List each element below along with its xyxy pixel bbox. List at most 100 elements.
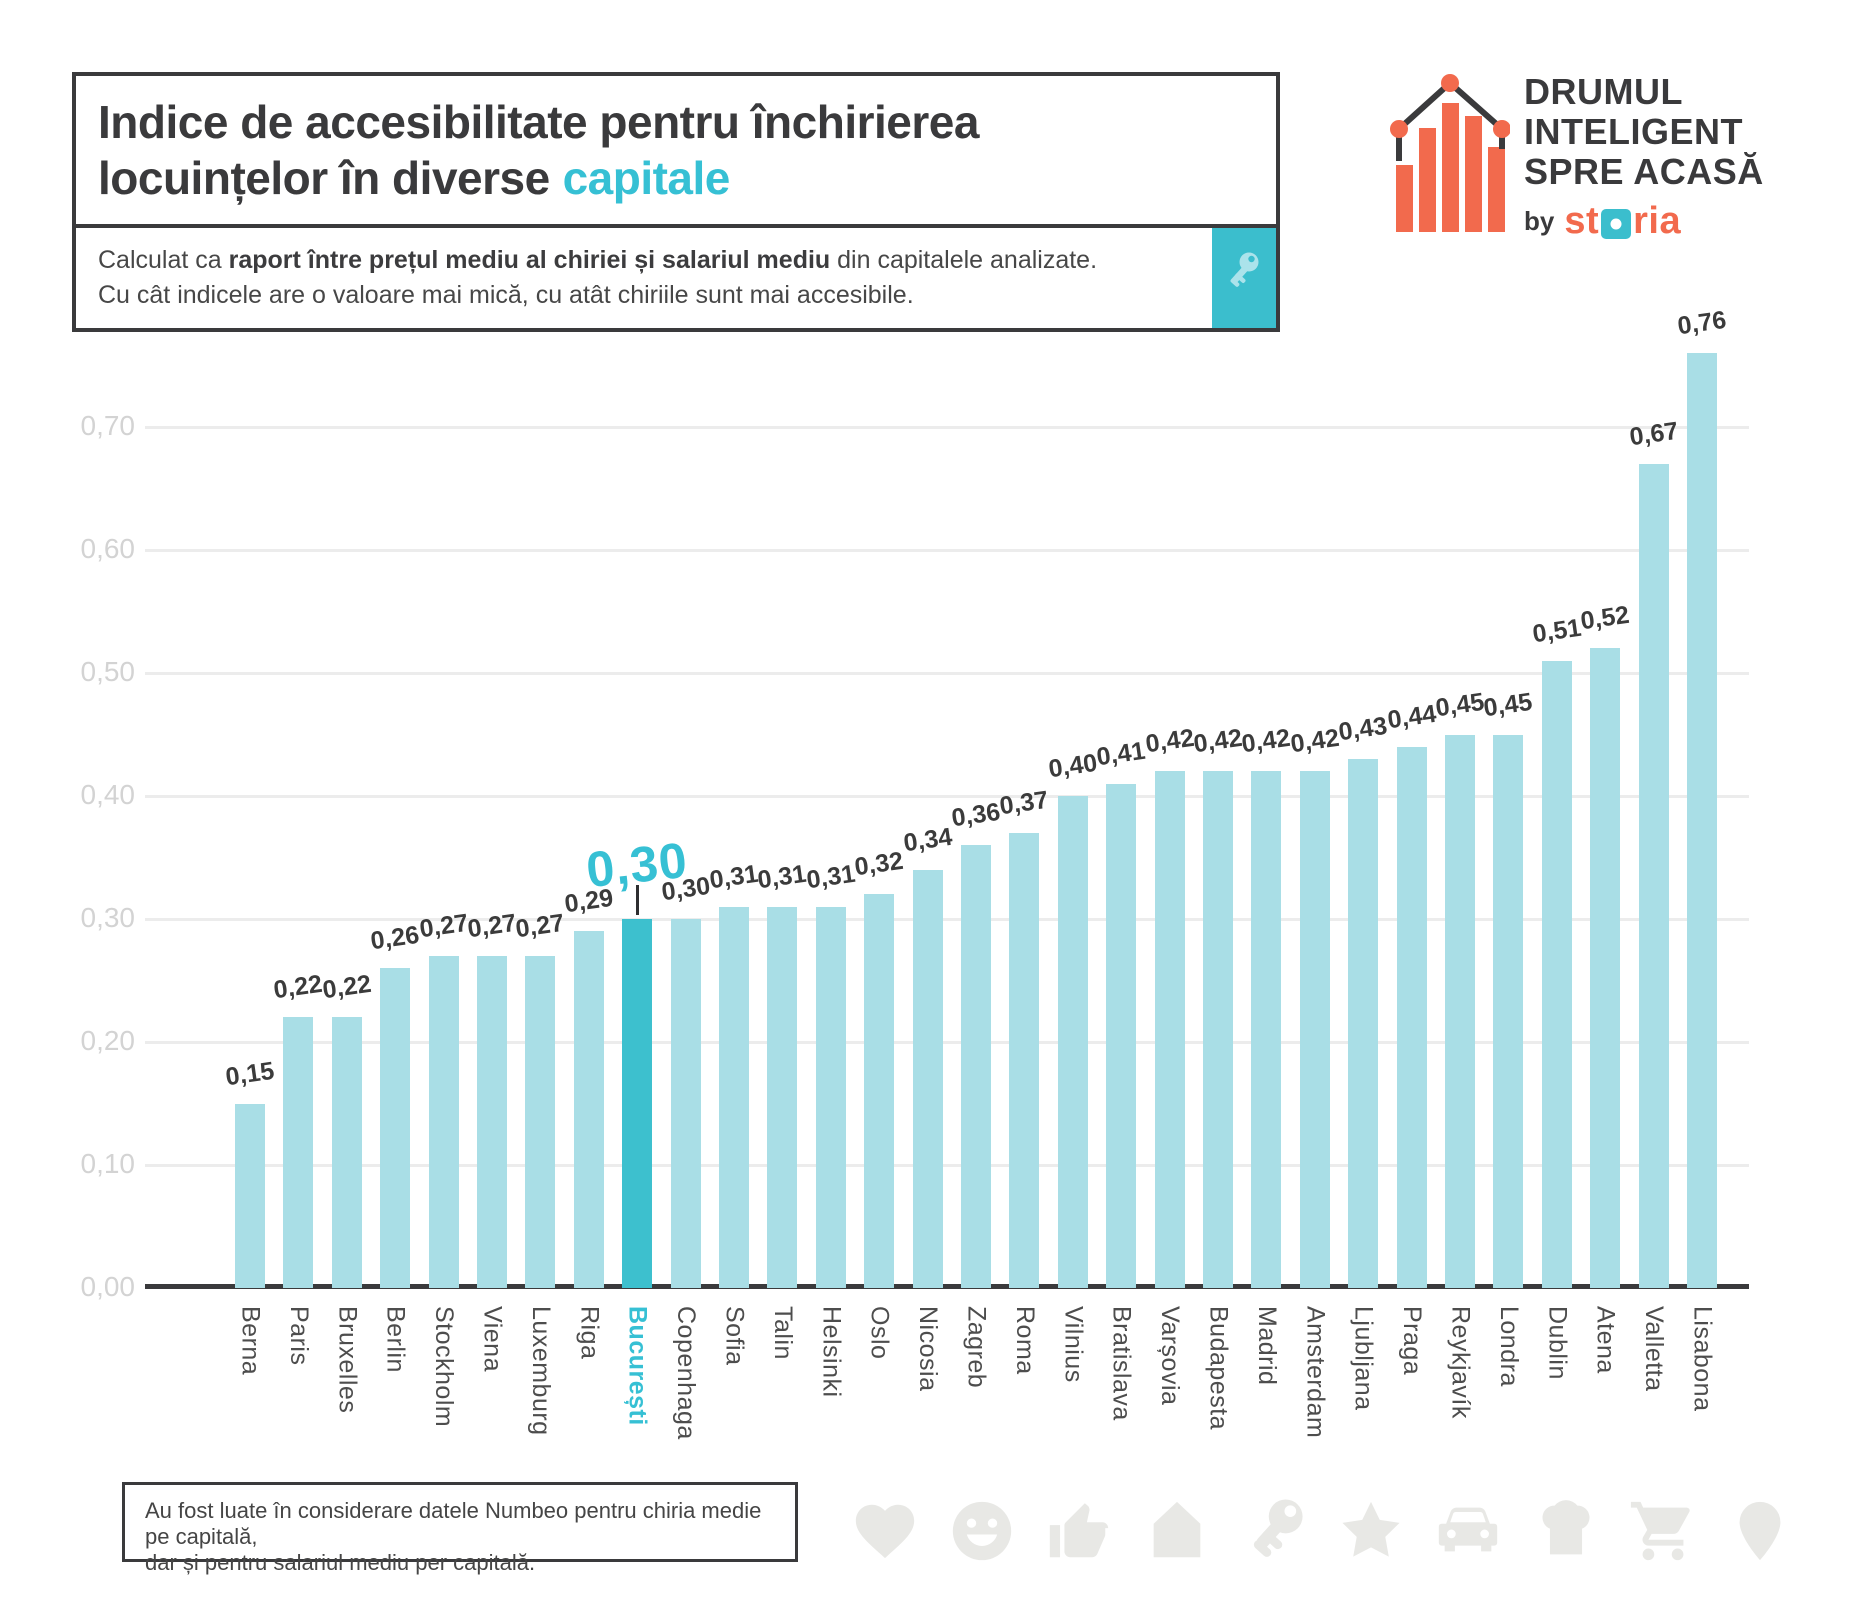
grid-line bbox=[145, 671, 1749, 675]
bar bbox=[1299, 771, 1330, 1288]
city-label: București bbox=[623, 1306, 652, 1426]
bar bbox=[1154, 771, 1185, 1288]
bar bbox=[1057, 796, 1088, 1288]
bar bbox=[864, 894, 895, 1288]
page-title-accent: capitale bbox=[562, 152, 731, 204]
y-axis-tick-label: 0,10 bbox=[80, 1148, 136, 1179]
footer-note: Au fost luate în considerare datele Numb… bbox=[122, 1482, 798, 1575]
house-icon bbox=[1153, 1501, 1200, 1558]
bar-value-label: 0,67 bbox=[1627, 416, 1680, 452]
city-label: Londra bbox=[1494, 1306, 1523, 1387]
heart-icon bbox=[855, 1504, 915, 1559]
city-label: Varșovia bbox=[1156, 1306, 1185, 1406]
storia-o-icon bbox=[1601, 208, 1632, 239]
city-label: Berlin bbox=[381, 1306, 410, 1373]
bar bbox=[1106, 783, 1137, 1288]
page-title-line2-text: locuințelor în diverse bbox=[98, 152, 550, 204]
bar-value-label: 0,52 bbox=[1579, 601, 1632, 636]
storia-wordmark: st ria bbox=[1564, 200, 1681, 243]
grid-line bbox=[145, 1040, 1749, 1044]
smiley-icon bbox=[953, 1501, 1012, 1561]
city-label: Madrid bbox=[1252, 1306, 1281, 1386]
page-title-line1: Indice de accesibilitate pentru închirie… bbox=[98, 96, 979, 148]
bar bbox=[767, 906, 798, 1288]
logo-house-chart-icon bbox=[1388, 73, 1511, 238]
city-label: Zagreb bbox=[962, 1306, 991, 1389]
city-label: Dublin bbox=[1543, 1306, 1572, 1380]
storia-prefix: st bbox=[1564, 200, 1600, 242]
grid-line bbox=[145, 548, 1749, 552]
bar bbox=[1445, 734, 1475, 1288]
highlight-connector-line bbox=[635, 885, 639, 915]
city-label: Berna bbox=[236, 1306, 265, 1376]
footer-note-line2: dar și pentru salariul mediu per capital… bbox=[145, 1550, 536, 1575]
city-label: Stockholm bbox=[430, 1306, 459, 1428]
chef-hat-icon bbox=[1542, 1500, 1590, 1555]
y-axis-tick-label: 0,00 bbox=[80, 1271, 136, 1302]
city-label: Ljubljana bbox=[1349, 1306, 1378, 1411]
star-icon bbox=[1342, 1501, 1400, 1557]
bar bbox=[1396, 746, 1427, 1288]
city-label: Oslo bbox=[865, 1306, 894, 1360]
grid-line bbox=[145, 1163, 1749, 1167]
city-label: Praga bbox=[1398, 1306, 1427, 1376]
bar bbox=[670, 919, 701, 1288]
city-label: Helsinki bbox=[817, 1306, 846, 1398]
bar bbox=[1348, 759, 1379, 1288]
logo-line1: DRUMUL bbox=[1524, 71, 1683, 112]
decorative-icons-row bbox=[850, 1488, 1795, 1574]
bar bbox=[1203, 771, 1233, 1288]
city-label: Viena bbox=[478, 1306, 507, 1372]
city-label: Budapesta bbox=[1204, 1306, 1233, 1431]
logo-by: by bbox=[1524, 206, 1555, 236]
city-label: Atena bbox=[1591, 1306, 1620, 1374]
city-label: Amsterdam bbox=[1301, 1306, 1330, 1439]
bar bbox=[283, 1017, 314, 1288]
city-label: Reykjavík bbox=[1446, 1306, 1475, 1419]
bar bbox=[235, 1103, 265, 1288]
subtitle-line2: Cu cât indicele are o valoare mai mică, … bbox=[98, 281, 914, 309]
cart-icon bbox=[1630, 1501, 1690, 1561]
city-label: Bruxelles bbox=[333, 1306, 362, 1414]
bar-value-label: 0,37 bbox=[998, 785, 1051, 821]
bar bbox=[815, 906, 846, 1288]
y-axis-tick-label: 0,40 bbox=[80, 779, 136, 810]
bar bbox=[719, 906, 749, 1288]
bar bbox=[331, 1017, 362, 1288]
logo-line3: SPRE ACASĂ bbox=[1524, 151, 1764, 192]
key-icon bbox=[1230, 252, 1259, 287]
y-axis-tick-label: 0,20 bbox=[80, 1025, 136, 1056]
footer-note-line1: Au fost luate în considerare datele Numb… bbox=[145, 1498, 762, 1549]
subtitle-post: din capitalele analizate. bbox=[830, 246, 1098, 274]
bar bbox=[961, 845, 991, 1288]
city-label: Luxemburg bbox=[526, 1306, 555, 1436]
grid-line bbox=[145, 917, 1749, 921]
bar-value-label: 0,15 bbox=[223, 1056, 276, 1091]
city-label: Lisabona bbox=[1688, 1306, 1717, 1412]
key-icon bbox=[1253, 1499, 1303, 1557]
subtitle-bold: raport între prețul mediu al chiriei și … bbox=[228, 246, 831, 274]
bar bbox=[428, 955, 459, 1288]
key-badge bbox=[1212, 228, 1276, 328]
grid-line bbox=[145, 425, 1749, 429]
bar bbox=[573, 931, 604, 1288]
bar bbox=[477, 955, 507, 1288]
y-axis-tick-label: 0,30 bbox=[80, 902, 136, 933]
city-label: Valletta bbox=[1640, 1306, 1669, 1392]
city-label: Sofia bbox=[720, 1306, 749, 1366]
city-label: Copenhaga bbox=[672, 1306, 701, 1440]
city-label: Bratislava bbox=[1107, 1306, 1136, 1421]
logo-line2: INTELIGENT bbox=[1524, 111, 1743, 152]
y-axis-tick-label: 0,50 bbox=[80, 656, 136, 687]
logo-text: DRUMUL INTELIGENT SPRE ACASĂ by st ria bbox=[1524, 72, 1764, 243]
x-axis-line bbox=[145, 1284, 1749, 1289]
subtitle-line1: Calculat ca raport între prețul mediu al… bbox=[98, 243, 1196, 278]
car-icon bbox=[1439, 1507, 1498, 1552]
city-label: Paris bbox=[284, 1306, 313, 1366]
subtitle-box: Calculat ca raport între prețul mediu al… bbox=[72, 224, 1280, 332]
bar bbox=[1638, 463, 1669, 1288]
city-label: Roma bbox=[1010, 1306, 1039, 1375]
bar-highlighted-București bbox=[622, 919, 653, 1288]
